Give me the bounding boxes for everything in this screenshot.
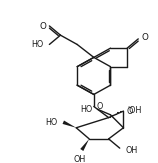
Text: O: O: [40, 22, 47, 31]
Text: HO: HO: [81, 105, 93, 114]
Text: 'OH: 'OH: [127, 106, 142, 115]
Text: HO: HO: [32, 40, 44, 49]
Text: HO: HO: [46, 118, 58, 127]
Text: OH: OH: [74, 155, 86, 163]
Polygon shape: [63, 120, 76, 128]
Polygon shape: [80, 139, 89, 151]
Text: OH: OH: [125, 146, 138, 155]
Text: O: O: [97, 102, 103, 111]
Text: O: O: [141, 33, 148, 42]
Text: O: O: [126, 107, 133, 116]
